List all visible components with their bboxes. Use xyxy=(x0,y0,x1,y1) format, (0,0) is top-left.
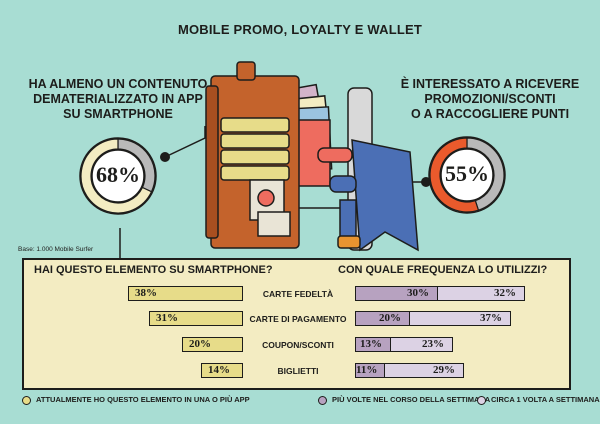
legend-swatch xyxy=(318,395,327,405)
bar-value-label: 20% xyxy=(189,338,211,350)
connector-dot-left xyxy=(160,152,170,162)
bar-value-label: 20% xyxy=(379,312,401,324)
donut-left xyxy=(79,137,157,215)
base-note: Base: 1.000 Mobile Surfer xyxy=(18,246,94,253)
legend-label: CIRCA 1 VOLTA A SETTIMANA xyxy=(491,395,600,404)
category-label: COUPON/SCONTI xyxy=(262,340,334,350)
legend-item-possession: ATTUALMENTE HO QUESTO ELEMENTO IN UNA O … xyxy=(22,395,250,405)
connector-dot-right xyxy=(421,177,431,187)
left-headline-line-3: SU SMARTPHONE xyxy=(63,107,173,121)
frequency-weekly-once-bar: 23% xyxy=(390,337,453,352)
bar-value-label: 37% xyxy=(480,312,502,324)
bar-value-label: 29% xyxy=(433,364,455,376)
legend-label: ATTUALMENTE HO QUESTO ELEMENTO IN UNA O … xyxy=(36,395,250,404)
possession-bar: 38% xyxy=(128,286,243,301)
legend-item-once-weekly: CIRCA 1 VOLTA A SETTIMANA xyxy=(477,395,600,405)
bar-value-label: 30% xyxy=(407,287,429,299)
frequency-weekly-once-bar: 29% xyxy=(384,363,464,378)
frequency-weekly-multiple-bar: 30% xyxy=(355,286,438,301)
wallet-illustration xyxy=(205,61,419,252)
bar-value-label: 38% xyxy=(135,287,157,299)
possession-bar: 31% xyxy=(149,311,243,326)
frequency-weekly-multiple-bar: 20% xyxy=(355,311,410,326)
donut-right-value-arc xyxy=(429,137,480,213)
frequency-weekly-once-bar: 32% xyxy=(437,286,525,301)
category-label: BIGLIETTI xyxy=(277,366,319,376)
bar-value-label: 23% xyxy=(422,338,444,350)
left-chart-title: HAI QUESTO ELEMENTO SU SMARTPHONE? xyxy=(34,264,273,276)
legend-label: PIÙ VOLTE NEL CORSO DELLA SETTIMANA xyxy=(332,395,491,404)
donut-right-label: 55% xyxy=(445,161,489,186)
right-headline: È INTERESSATO A RICEVERE PROMOZIONI/SCON… xyxy=(390,77,590,122)
bar-value-label: 32% xyxy=(494,287,516,299)
frequency-weekly-multiple-bar: 13% xyxy=(355,337,391,352)
legend-item-multiple-weekly: PIÙ VOLTE NEL CORSO DELLA SETTIMANA xyxy=(318,395,490,405)
right-headline-line-1: È INTERESSATO A RICEVERE xyxy=(400,77,580,91)
bar-value-label: 11% xyxy=(356,364,378,376)
donut-left-value-arc xyxy=(80,138,153,214)
legend-swatch xyxy=(477,395,486,405)
right-headline-line-2: PROMOZIONI/SCONTI xyxy=(424,92,556,106)
possession-bar: 14% xyxy=(201,363,243,378)
donut-right xyxy=(428,136,506,214)
category-label: CARTE DI PAGAMENTO xyxy=(249,314,347,324)
right-headline-line-3: O A RACCOGLIERE PUNTI xyxy=(410,107,570,121)
bar-value-label: 14% xyxy=(208,364,230,376)
frequency-weekly-once-bar: 37% xyxy=(409,311,511,326)
left-headline: HA ALMENO UN CONTENUTO DEMATERIALIZZATO … xyxy=(18,77,218,122)
category-label: CARTE FEDELTÀ xyxy=(262,289,334,299)
page-title: MOBILE PROMO, LOYALTY E WALLET xyxy=(177,22,423,37)
legend-swatch xyxy=(22,395,31,405)
donut-left-label: 68% xyxy=(96,162,140,187)
bar-value-label: 31% xyxy=(156,312,178,324)
left-headline-line-1: HA ALMENO UN CONTENUTO xyxy=(28,77,208,91)
right-chart-title: CON QUALE FREQUENZA LO UTILIZZI? xyxy=(338,264,548,276)
possession-bar: 20% xyxy=(182,337,243,352)
frequency-weekly-multiple-bar: 11% xyxy=(355,363,385,378)
bar-value-label: 13% xyxy=(360,338,382,350)
left-headline-line-2: DEMATERIALIZZATO IN APP xyxy=(33,92,203,106)
